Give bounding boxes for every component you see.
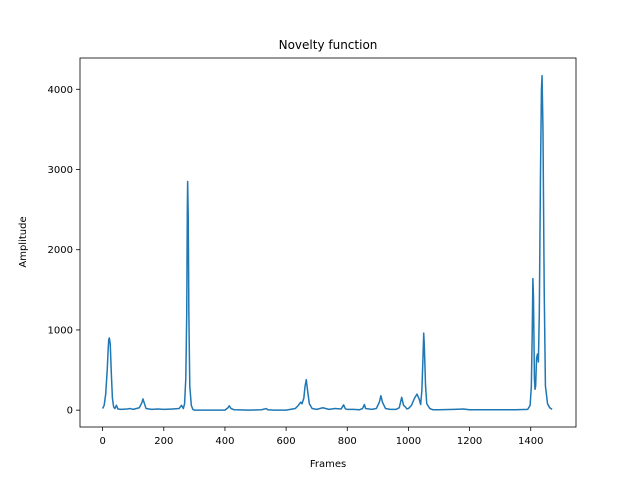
x-tick-label: 1000	[396, 436, 421, 447]
x-axis: 0 200 400 600 800 1000 1200 1400	[99, 427, 543, 447]
chart-title: Novelty function	[279, 38, 378, 52]
x-tick-label: 1400	[518, 436, 543, 447]
axes-frame	[79, 57, 577, 428]
x-tick-label: 600	[277, 436, 296, 447]
y-tick-label: 3000	[48, 165, 73, 176]
x-tick-label: 1200	[457, 436, 482, 447]
y-axis: 0 1000 2000 3000 4000	[48, 85, 80, 417]
x-tick-label: 400	[215, 436, 234, 447]
y-tick-label: 0	[67, 406, 73, 417]
x-axis-label: Frames	[310, 459, 346, 470]
x-tick-label: 0	[99, 436, 105, 447]
y-axis-label: Amplitude	[18, 216, 29, 267]
y-tick-label: 2000	[48, 245, 73, 256]
y-tick-label: 4000	[48, 85, 73, 96]
series-line-0	[101, 74, 553, 411]
y-tick-label: 1000	[48, 325, 73, 336]
plot-area	[101, 74, 553, 411]
x-tick-label: 800	[338, 436, 357, 447]
x-tick-label: 200	[154, 436, 173, 447]
